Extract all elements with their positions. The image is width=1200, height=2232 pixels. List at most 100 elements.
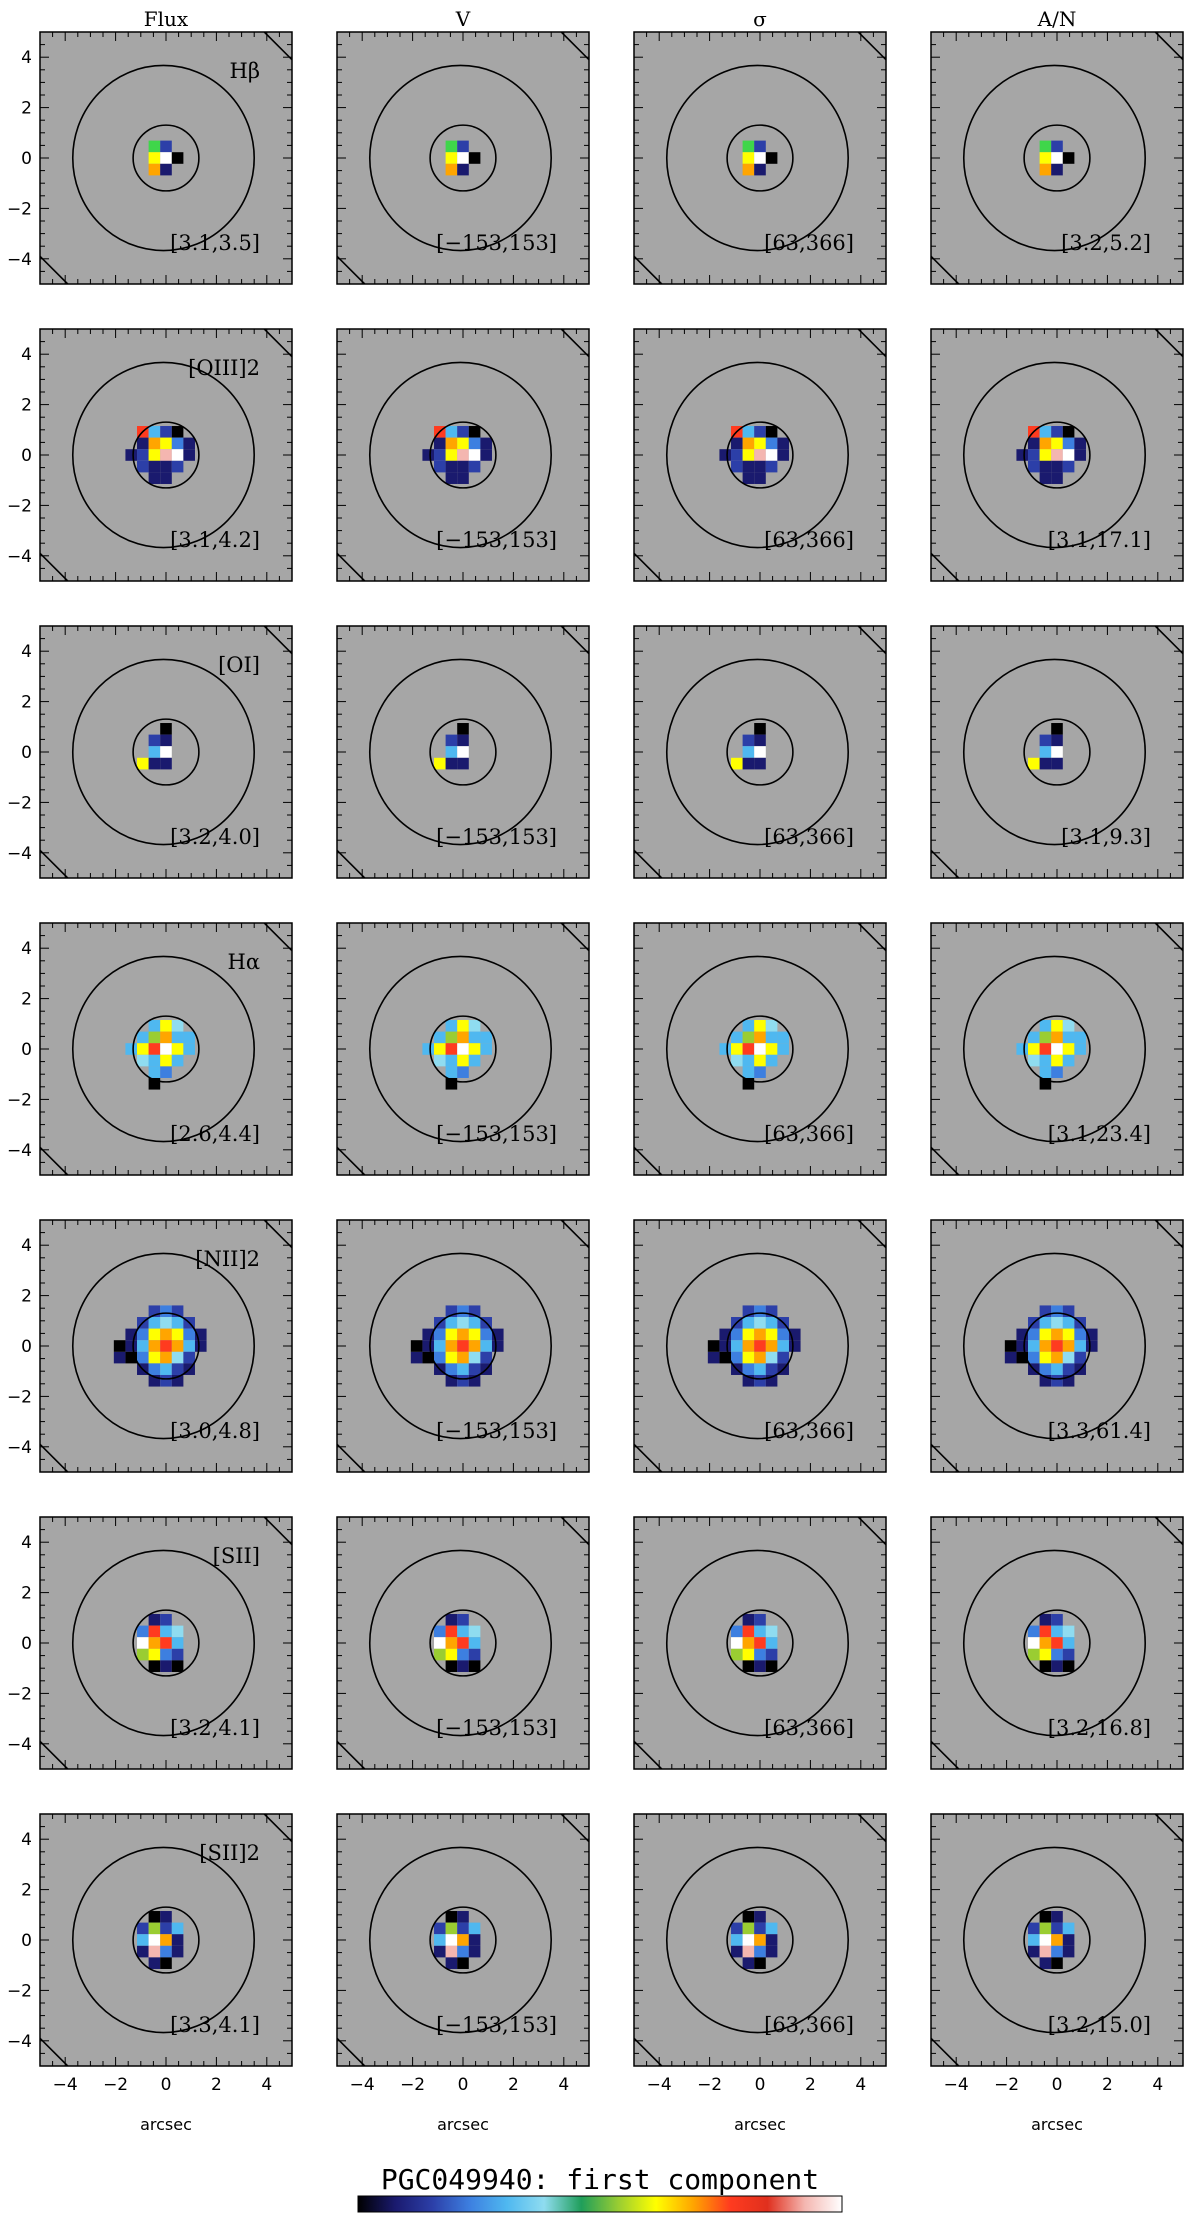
panel-r2-c3: [3.1,9.3] [930, 625, 1184, 879]
spaxel [731, 460, 743, 473]
spaxel [1028, 1945, 1040, 1958]
panel-ticks [633, 922, 887, 1176]
spaxel [457, 1374, 469, 1387]
panel-content [634, 1517, 886, 1769]
spaxel [742, 1066, 755, 1078]
corner-line-top-right [560, 32, 589, 61]
spaxel [160, 1625, 172, 1638]
spaxel [765, 1648, 778, 1661]
spaxel [445, 1031, 458, 1044]
spaxel [754, 1922, 766, 1935]
range-label: [3.3,61.4] [1048, 1419, 1151, 1443]
spaxel [125, 1351, 138, 1364]
spaxel [754, 1031, 766, 1044]
spaxel [137, 1648, 149, 1661]
panel-r1-c2: [63,366] [633, 328, 887, 582]
x-tick-label: 0 [161, 2075, 172, 2095]
spaxel [754, 1340, 766, 1352]
spaxel [445, 1957, 458, 1969]
spaxel [160, 1922, 172, 1935]
spaxel [1062, 1020, 1075, 1032]
spaxel [754, 140, 766, 153]
spaxel [148, 1031, 161, 1044]
outer-contour [368, 361, 553, 549]
y-tick-label: −2 [7, 1684, 32, 1704]
spaxel [171, 460, 184, 473]
range-label: [3.1,3.5] [170, 231, 260, 255]
panel-content [40, 1517, 292, 1769]
spaxel [1016, 1328, 1029, 1341]
outer-contour [665, 1846, 850, 2034]
spaxel [731, 1648, 743, 1661]
spaxel [480, 1351, 492, 1364]
spaxel [742, 460, 755, 473]
x-tick-label: 0 [755, 2075, 766, 2095]
corner-line-top-right [560, 923, 589, 952]
spaxel [171, 1031, 184, 1044]
spaxel [765, 1945, 778, 1958]
spaxel [148, 1945, 161, 1958]
spaxel [754, 426, 766, 438]
spaxel [160, 746, 172, 758]
spaxel [765, 1660, 778, 1672]
spaxel [1051, 1328, 1063, 1341]
spaxel [160, 1043, 172, 1055]
spaxel [171, 1054, 184, 1067]
spaxel [445, 757, 458, 770]
line-label: [SII]2 [199, 1841, 260, 1865]
spaxel [765, 1637, 778, 1649]
spaxel [1051, 734, 1063, 747]
corner-line-top-right [560, 1220, 589, 1249]
spaxel [1051, 1031, 1063, 1044]
spaxel [742, 152, 755, 164]
x-tick-label: −4 [53, 2075, 78, 2095]
panel-ticks [930, 1516, 1184, 1770]
spaxel [148, 163, 161, 176]
spaxel [742, 1934, 755, 1946]
inner-contour [726, 421, 794, 489]
spaxel [445, 1934, 458, 1946]
corner-line-bottom-left [634, 1146, 663, 1175]
spaxel [754, 460, 766, 473]
corner-line-bottom-left [634, 1740, 663, 1769]
corner-line-bottom-left [337, 552, 366, 581]
range-label: [63,366] [764, 825, 854, 849]
spaxel [434, 1043, 446, 1055]
x-tick-label: −2 [103, 2075, 128, 2095]
range-label: [3.1,9.3] [1061, 825, 1151, 849]
panel-ticks [336, 922, 590, 1176]
panel-r4-c2: [63,366] [633, 1219, 887, 1473]
range-label: [−153,153] [436, 1716, 557, 1740]
panel-r0-c0: −4 −2 0 2 4 Hβ [3.1,3.5] [7, 31, 293, 285]
spaxel [742, 1351, 755, 1364]
spaxel [765, 1934, 778, 1946]
spaxel [754, 1648, 766, 1661]
spaxel [160, 1614, 172, 1626]
inner-contour [429, 1906, 497, 1974]
corner-line-top-right [857, 1814, 886, 1843]
spaxel [742, 1648, 755, 1661]
spaxel [754, 1911, 766, 1923]
inner-contour [1023, 1906, 1091, 1974]
spaxel [125, 449, 138, 461]
spaxel [754, 1305, 766, 1318]
x-tick-label: −2 [697, 2075, 722, 2095]
y-tick-label: 2 [21, 99, 32, 119]
spaxel [468, 1637, 481, 1649]
spaxel [457, 1945, 469, 1958]
spaxel [1028, 449, 1040, 461]
spaxel [1028, 460, 1040, 473]
inner-contour [132, 1015, 200, 1083]
spaxel [468, 1351, 481, 1364]
spaxel [457, 1305, 469, 1318]
spaxel [171, 1660, 184, 1672]
corner-line-top-right [263, 32, 292, 61]
spaxel [468, 1031, 481, 1044]
spaxel [148, 1363, 161, 1375]
spaxel [422, 1328, 435, 1341]
range-label: [3.3,4.1] [170, 2013, 260, 2037]
spaxel [742, 140, 755, 153]
spaxel [148, 734, 161, 747]
range-label: [63,366] [764, 1716, 854, 1740]
spaxel [457, 746, 469, 758]
